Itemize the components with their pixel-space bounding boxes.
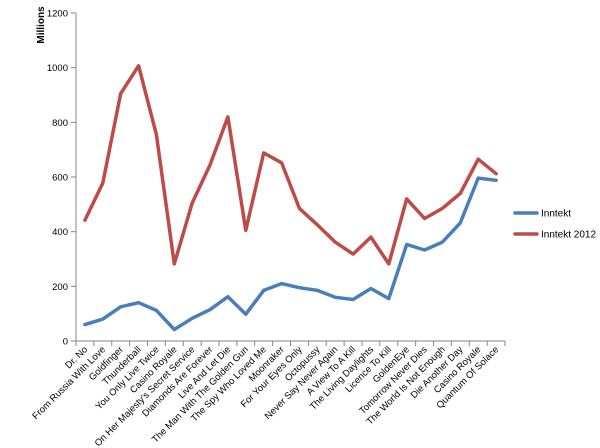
y-tick-label: 0 [63, 337, 68, 348]
legend-label: Inntekt [541, 209, 571, 220]
y-tick-label: 400 [52, 227, 68, 238]
series-line-1 [83, 64, 498, 266]
y-axis-label: Millions [36, 6, 47, 44]
y-tick-label: 200 [52, 282, 68, 293]
y-tick-label: 1000 [47, 63, 68, 74]
y-tick-label: 600 [52, 173, 68, 184]
y-tick-label: 1200 [47, 9, 68, 20]
legend-label: Inntekt 2012 [541, 230, 596, 241]
series-line-0 [83, 176, 498, 332]
y-tick-label: 800 [52, 118, 68, 129]
